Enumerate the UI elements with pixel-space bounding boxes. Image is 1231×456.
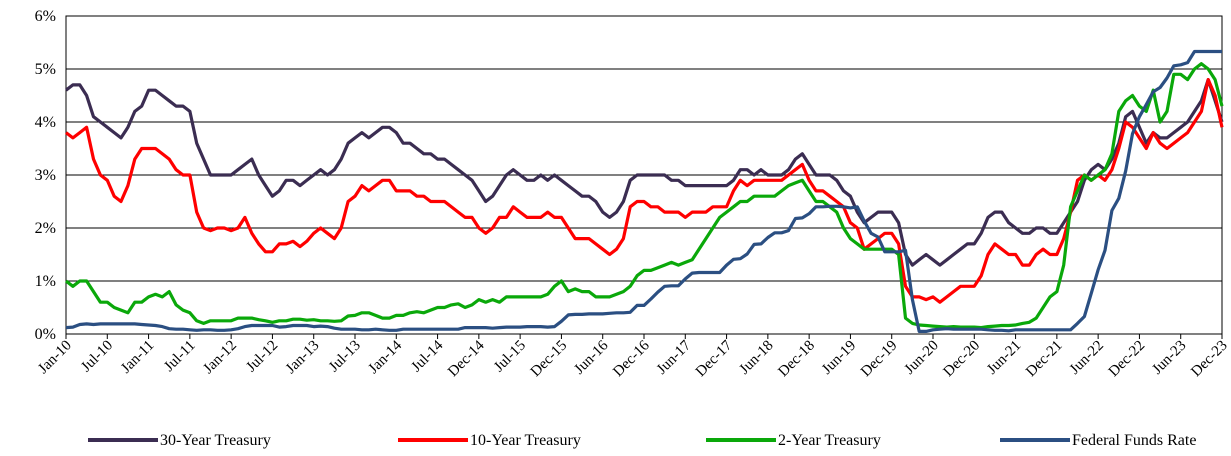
x-tick-label: Dec-16 bbox=[610, 337, 653, 380]
x-tick-label: Dec-23 bbox=[1188, 338, 1231, 381]
legend-label: Federal Funds Rate bbox=[1072, 432, 1196, 449]
series-line bbox=[65, 78, 1224, 267]
series-line bbox=[65, 78, 1224, 304]
x-tick-label: Jun-16 bbox=[571, 337, 612, 378]
series-line bbox=[65, 62, 1224, 330]
x-tick-label: Dec-17 bbox=[693, 337, 736, 380]
y-tick-label: 0% bbox=[35, 326, 56, 343]
legend-label: 10-Year Treasury bbox=[470, 432, 581, 449]
x-tick-label: Jun-21 bbox=[984, 338, 1024, 378]
x-tick-label: Jul-13 bbox=[326, 338, 364, 376]
x-tick-label: Jun-17 bbox=[654, 337, 695, 378]
y-tick-label: 6% bbox=[35, 8, 56, 25]
x-tick-label: Jul-12 bbox=[243, 338, 281, 376]
x-tick-label: Dec-15 bbox=[528, 338, 571, 381]
x-tick-label: Jan-11 bbox=[118, 338, 157, 377]
y-tick-label: 2% bbox=[35, 220, 56, 237]
x-tick-label: Dec-22 bbox=[1106, 338, 1149, 381]
y-tick-label: 3% bbox=[35, 167, 56, 184]
x-tick-label: Jan-12 bbox=[200, 338, 240, 378]
x-tick-label: Jan-13 bbox=[283, 338, 323, 378]
y-tick-label: 5% bbox=[35, 61, 56, 78]
y-tick-label: 1% bbox=[35, 273, 56, 290]
x-tick-label: Jan-14 bbox=[366, 337, 406, 377]
x-tick-label: Jun-18 bbox=[736, 338, 776, 378]
x-tick-label: Jun-22 bbox=[1067, 338, 1107, 378]
y-tick-label: 4% bbox=[35, 114, 56, 131]
x-tick-label: Jun-19 bbox=[819, 338, 859, 378]
x-tick-label: Jun-20 bbox=[902, 338, 942, 378]
x-tick-label: Jun-23 bbox=[1149, 338, 1189, 378]
series-line bbox=[65, 49, 1222, 333]
x-tick-label: Jul-14 bbox=[409, 337, 447, 375]
legend-label: 30-Year Treasury bbox=[160, 432, 271, 449]
x-tick-label: Jul-11 bbox=[161, 338, 198, 375]
x-tick-label: Dec-21 bbox=[1023, 338, 1066, 381]
x-tick-label: Dec-19 bbox=[858, 338, 901, 381]
x-tick-label: Dec-18 bbox=[775, 338, 818, 381]
x-tick-label: Dec-14 bbox=[445, 337, 488, 380]
x-tick-label: Jan-10 bbox=[35, 338, 75, 378]
legend-label: 2-Year Treasury bbox=[778, 432, 881, 449]
x-tick-label: Dec-20 bbox=[941, 338, 984, 381]
x-tick-label: Jul-15 bbox=[491, 338, 529, 376]
x-tick-label: Jul-10 bbox=[78, 338, 116, 376]
